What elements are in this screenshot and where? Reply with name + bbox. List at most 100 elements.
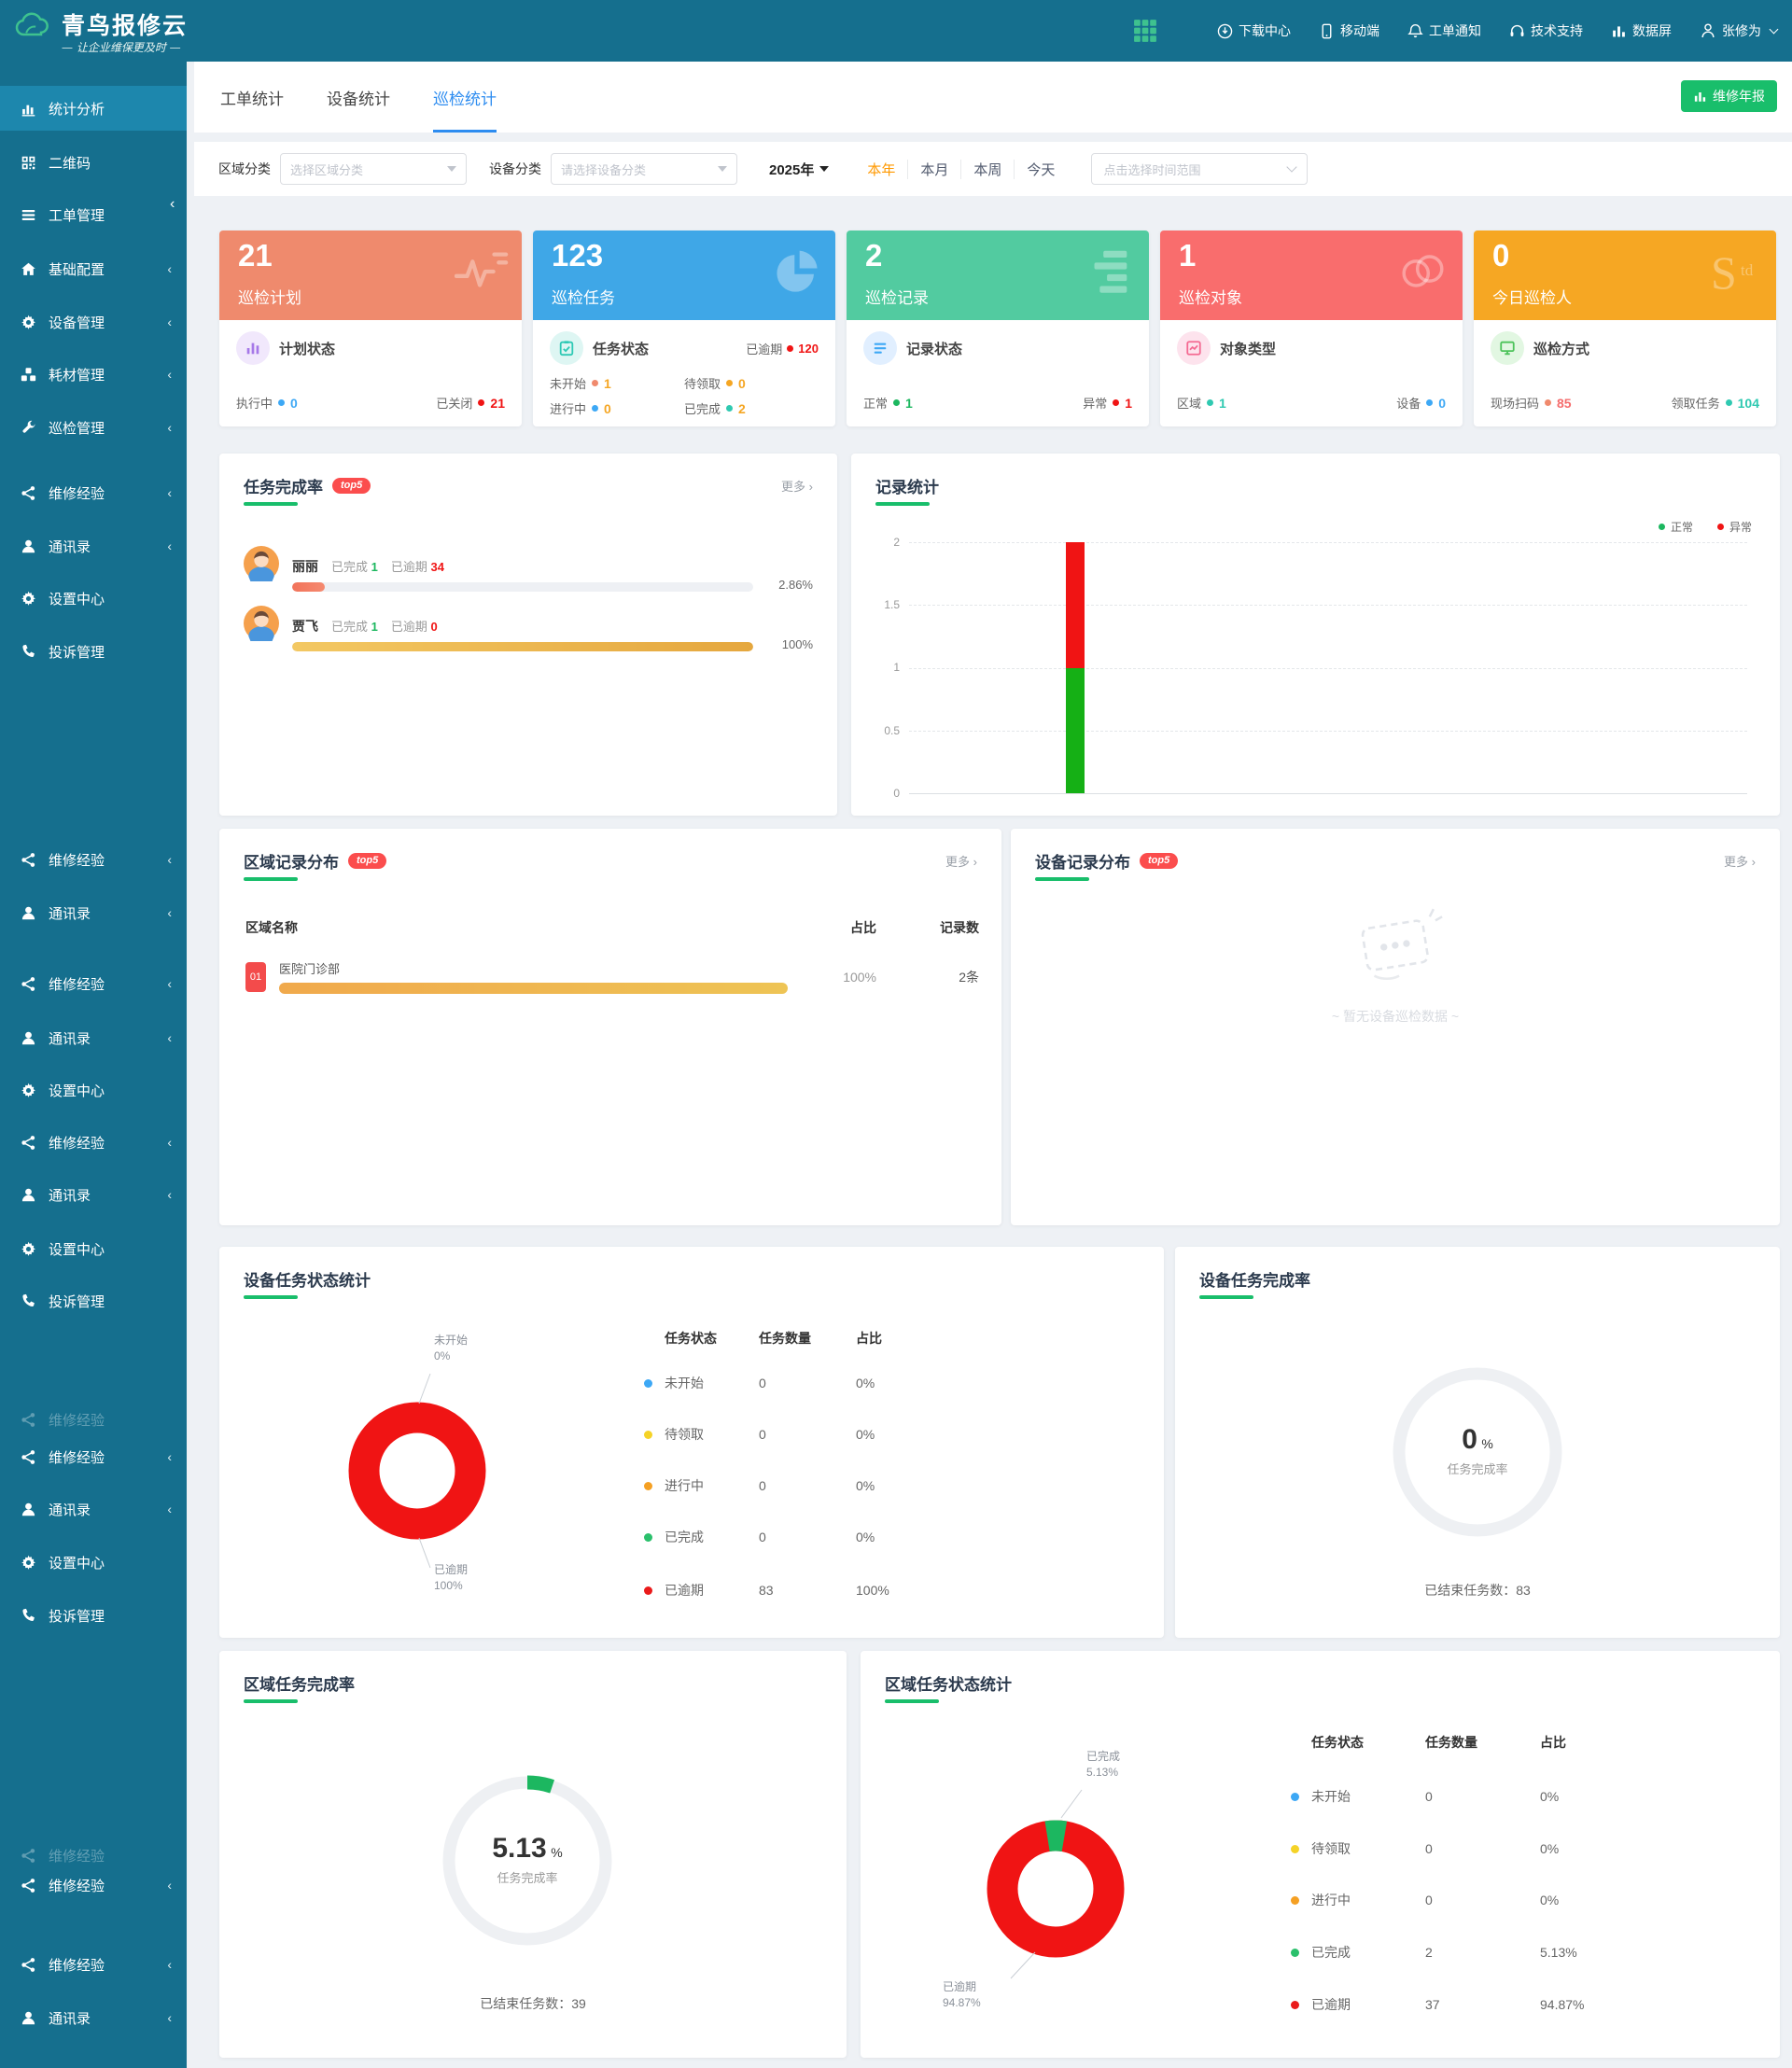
sidebar-item-contacts[interactable]: 通讯录 xyxy=(0,890,187,935)
device-category-select[interactable]: 请选择设备分类 xyxy=(551,153,737,185)
empty-text: ~ 暂无设备巡检数据 ~ xyxy=(1331,1009,1460,1024)
sidebar-item-complaints[interactable]: 投诉管理 xyxy=(0,1593,187,1638)
sidebar-item-label: 投诉管理 xyxy=(49,644,105,661)
status-dot xyxy=(1291,1948,1299,1957)
sidebar-item-complaints[interactable]: 投诉管理 xyxy=(0,1279,187,1323)
sidebar-item-contacts[interactable]: 通讯录 xyxy=(0,1995,187,2040)
sidebar-item-repair-exp[interactable]: 维修经验 xyxy=(0,1942,187,1987)
sidebar-item-repair-exp[interactable]: 维修经验 xyxy=(0,1863,187,1907)
title-underline xyxy=(244,877,298,881)
sidebar-item-workorders[interactable]: 工单管理 xyxy=(0,192,187,237)
sidebar-item-inspection[interactable]: 巡检管理 xyxy=(0,405,187,450)
user-menu[interactable]: 张修为 xyxy=(1700,21,1779,40)
overdue-label: 已逾期 xyxy=(390,560,427,574)
nav-tech-support[interactable]: 技术支持 xyxy=(1509,21,1583,40)
nav-workorder-notice[interactable]: 工单通知 xyxy=(1407,21,1481,40)
top5-badge: top5 xyxy=(348,853,387,869)
sidebar-item-settings[interactable]: 设置中心 xyxy=(0,1068,187,1112)
device-rate-donut[interactable] xyxy=(1384,1359,1571,1545)
sidebar-item-devices[interactable]: 设备管理 xyxy=(0,300,187,344)
download-icon xyxy=(1217,23,1233,39)
bar-normal[interactable] xyxy=(1066,667,1085,793)
more-link[interactable]: 更多 xyxy=(1724,852,1756,870)
sidebar-item-settings[interactable]: 设置中心 xyxy=(0,1540,187,1585)
sidebar-item-settings[interactable]: 设置中心 xyxy=(0,1226,187,1271)
sidebar-item-contacts[interactable]: 通讯录 xyxy=(0,1487,187,1531)
sidebar-item-label: 耗材管理 xyxy=(49,367,105,384)
more-link[interactable]: 更多 xyxy=(781,477,813,495)
sidebar-item-stats[interactable]: 统计分析 xyxy=(0,86,187,131)
annual-report-button[interactable]: 维修年报 xyxy=(1681,80,1777,112)
apps-grid-icon[interactable] xyxy=(1133,19,1157,43)
overdue-label: 已逾期 xyxy=(746,342,783,356)
cubes-icon xyxy=(21,367,36,383)
status-dot xyxy=(787,344,794,352)
device-task-status-card: 设备任务状态统计 未开始 0% 已逾期 100% 任务状态 任务数量 占比 未开… xyxy=(219,1247,1164,1638)
year-value: 2025年 xyxy=(769,161,815,178)
brand-tagline: — 让企业维保更及时 — xyxy=(62,41,181,54)
section-title: 设备任务完成率 xyxy=(1199,1272,1310,1290)
sidebar-collapse-handle[interactable]: ‹ xyxy=(170,196,175,212)
sidebar-item-repair-exp[interactable]: 维修经验 xyxy=(0,961,187,1006)
finished-count: 已结束任务数：39 xyxy=(219,1994,847,2013)
sidebar-item-label: 设置中心 xyxy=(49,591,105,608)
tab-inspection-stats[interactable]: 巡检统计 xyxy=(433,62,497,133)
chevron-left-icon xyxy=(167,367,172,382)
sidebar-item-contacts[interactable]: 通讯录 xyxy=(0,524,187,568)
sidebar-item-repair-exp[interactable]: 维修经验 xyxy=(0,1833,187,1878)
sidebar-item-repair-exp[interactable]: 维修经验 xyxy=(0,837,187,882)
gridline xyxy=(909,731,1747,732)
sidebar-item-qrcode[interactable]: 二维码 xyxy=(0,140,187,185)
sidebar-item-label: 维修经验 xyxy=(49,1449,105,1466)
overdue-value: 0 xyxy=(430,620,438,634)
stat-card-panel: 计划状态 执行中 0 已关闭 21 xyxy=(219,320,522,426)
sidebar-item-repair-exp[interactable]: 维修经验 xyxy=(0,470,187,515)
sidebar-item-settings[interactable]: 设置中心 xyxy=(0,576,187,621)
sidebar-item-repair-exp[interactable]: 维修经验 xyxy=(0,1397,187,1442)
sidebar-item-repair-exp[interactable]: 维修经验 xyxy=(0,1434,187,1479)
stat-card-plans[interactable]: 21 巡检计划 计划状态 执行中 0 已关闭 21 xyxy=(219,231,522,426)
share-icon xyxy=(21,1135,36,1151)
sidebar-item-materials[interactable]: 耗材管理 xyxy=(0,352,187,397)
nav-download-center[interactable]: 下载中心 xyxy=(1217,21,1291,40)
stat-item-label: 未开始 xyxy=(550,377,587,391)
chart-legend: 正常 异常 xyxy=(1658,519,1752,535)
stat-card-records[interactable]: 2 巡检记录 记录状态 正常 1 异常 1 xyxy=(847,231,1149,426)
year-select[interactable]: 2025年 xyxy=(769,160,830,179)
stat-card-tasks[interactable]: 123 巡检任务 任务状态 已逾期 120 未开始 1 待领取 0 进行中 0 已完成 2 xyxy=(533,231,835,426)
donut-label-notstarted: 未开始 0% xyxy=(434,1333,468,1364)
range-today[interactable]: 今天 xyxy=(1027,161,1056,178)
tab-workorder-stats[interactable]: 工单统计 xyxy=(220,90,284,108)
range-this-month[interactable]: 本月 xyxy=(908,159,962,179)
status-pct: 0% xyxy=(1540,1893,1560,1907)
quick-range-group: 本年 本月 本周 今天 xyxy=(855,159,1067,179)
bar-abnormal[interactable] xyxy=(1066,542,1085,668)
area-status-donut[interactable] xyxy=(953,1749,1177,2029)
range-this-year[interactable]: 本年 xyxy=(855,159,909,179)
nav-data-screen[interactable]: 数据屏 xyxy=(1611,21,1672,40)
more-link[interactable]: 更多 xyxy=(945,852,977,870)
sidebar-item-label: 通讯录 xyxy=(49,905,91,922)
sidebar-item-complaints[interactable]: 投诉管理 xyxy=(0,629,187,674)
date-range-input[interactable]: 点击选择时间范围 xyxy=(1091,153,1309,185)
chevron-left-icon xyxy=(167,1187,172,1202)
sidebar: 统计分析 二维码 工单管理 基础配置 设备管理 耗材管理 巡检管理 维修经验 通… xyxy=(0,62,187,2068)
stat-card-objects[interactable]: 1 巡检对象 对象类型 区域 1 设备 0 xyxy=(1160,231,1463,426)
sidebar-item-contacts[interactable]: 通讯录 xyxy=(0,1015,187,1060)
area-rate-donut[interactable] xyxy=(434,1768,621,1954)
sidebar-item-repair-exp[interactable]: 维修经验 xyxy=(0,1120,187,1165)
area-category-select[interactable]: 选择区域分类 xyxy=(280,153,467,185)
sidebar-item-contacts[interactable]: 通讯录 xyxy=(0,1172,187,1217)
range-this-week[interactable]: 本周 xyxy=(961,159,1015,179)
nav-mobile[interactable]: 移动端 xyxy=(1319,21,1379,40)
cloud-logo-icon xyxy=(13,9,50,41)
donut-center-text: 0 % 任务完成率 xyxy=(1384,1424,1571,1477)
device-status-donut[interactable] xyxy=(315,1331,520,1611)
stat-item-label: 异常 xyxy=(1083,397,1108,411)
sidebar-item-label: 设置中心 xyxy=(49,1555,105,1572)
legend-normal[interactable]: 正常 xyxy=(1658,519,1693,535)
sidebar-item-basic-config[interactable]: 基础配置 xyxy=(0,246,187,291)
legend-abnormal[interactable]: 异常 xyxy=(1716,519,1752,535)
tab-device-stats[interactable]: 设备统计 xyxy=(327,90,390,108)
